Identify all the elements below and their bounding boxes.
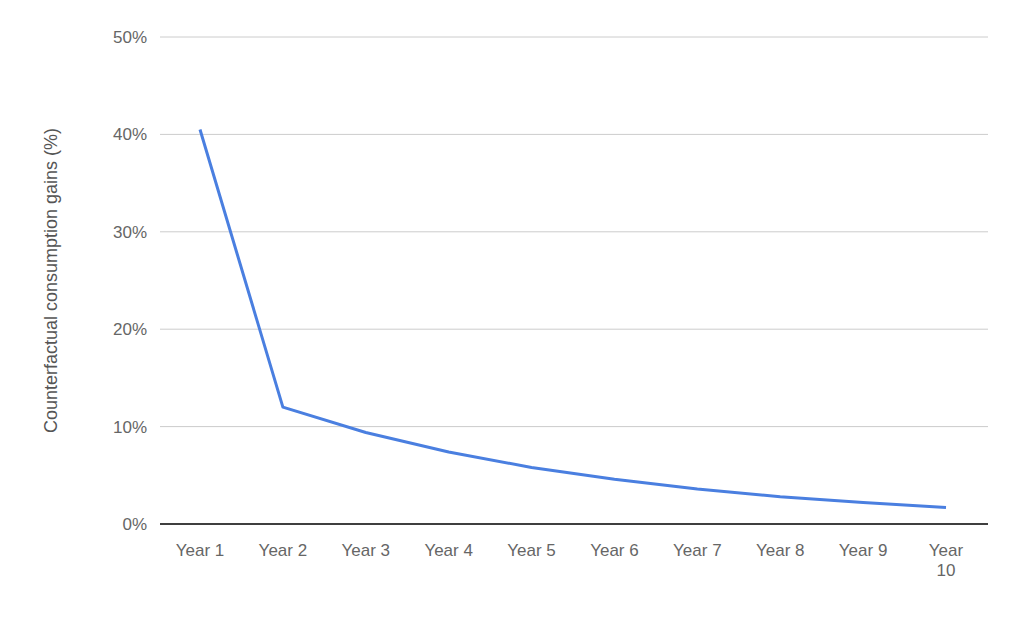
y-tick-label: 40% bbox=[113, 125, 147, 144]
grid-line bbox=[160, 329, 988, 330]
x-tick-label: Year 9 bbox=[839, 541, 888, 560]
x-tick-label: Year 2 bbox=[259, 541, 308, 560]
chart: 0% 10% 20% 30% 40% 50% Year 1 Year 2 Year 3 Year … bbox=[0, 0, 1024, 619]
x-tick-label: Year 8 bbox=[756, 541, 805, 560]
grid-line bbox=[160, 426, 988, 427]
y-tick-label: 10% bbox=[113, 418, 147, 437]
grid-line bbox=[160, 134, 988, 135]
data-line bbox=[200, 130, 946, 508]
grid-line bbox=[160, 37, 988, 38]
x-tick-label: Year 1 bbox=[176, 541, 225, 560]
plot-area bbox=[200, 130, 946, 508]
x-tick-label: Year 4 bbox=[424, 541, 473, 560]
y-tick-label: 30% bbox=[113, 223, 147, 242]
grid-line bbox=[160, 523, 988, 525]
y-axis-label: Counterfactual consumption gains (%) bbox=[41, 128, 61, 433]
x-tick-label: Year 6 bbox=[590, 541, 639, 560]
y-tick-label: 50% bbox=[113, 28, 147, 47]
x-tick-label: Year10 bbox=[929, 541, 964, 580]
x-tick-label: Year 3 bbox=[342, 541, 391, 560]
y-tick-label: 0% bbox=[122, 515, 147, 534]
grid-line bbox=[160, 231, 988, 232]
x-tick-label: Year 5 bbox=[507, 541, 556, 560]
y-tick-label: 20% bbox=[113, 320, 147, 339]
x-tick-label: Year 7 bbox=[673, 541, 722, 560]
x-axis-line bbox=[160, 523, 988, 525]
